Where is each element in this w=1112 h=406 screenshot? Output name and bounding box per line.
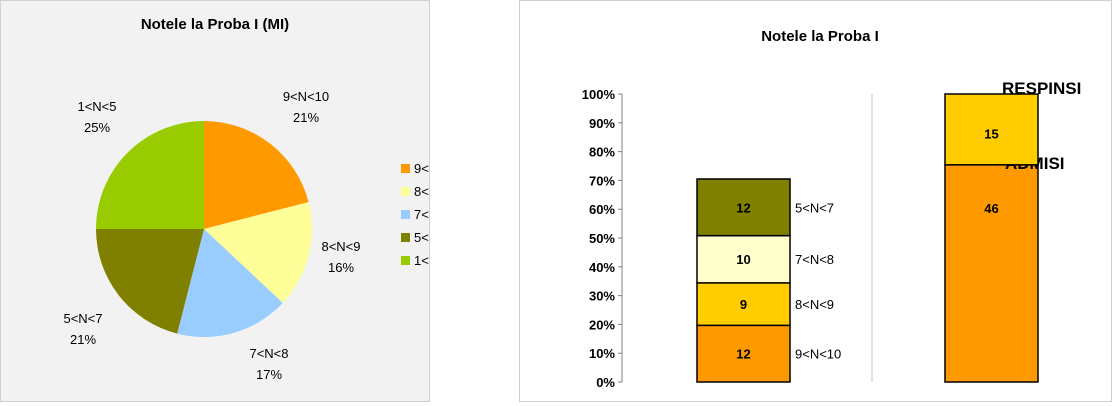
pie-slice-1-n-5 xyxy=(96,121,204,229)
bar-segment-label: 9<N<10 xyxy=(795,347,841,362)
pie-slice-5-n-7 xyxy=(96,229,204,334)
pie-slice-label: 7<N<8 xyxy=(249,346,288,361)
pie-chart-panel: Notele la Proba I (MI) 9<N<10 21% 8<N<9 16%… xyxy=(0,0,460,402)
pie-slice-label: 5<N<7 xyxy=(63,311,102,326)
legend-label-9-n-10: 9<N<10 xyxy=(414,161,429,176)
bar-segment-9-n-10 xyxy=(696,324,791,383)
y-tick-label: 40% xyxy=(589,260,615,275)
bar-segment-7-n-8 xyxy=(696,234,791,284)
bar-segment-value: 46 xyxy=(984,201,998,216)
bar-segment-value: 9 xyxy=(740,297,747,312)
stacked-bar-chart: Notele la Proba I 0% 10% 20% 30% 40% 50% 60% 70… xyxy=(582,28,1082,390)
y-tick-label: 50% xyxy=(589,231,615,246)
legend-label-1-n-5: 1<N<5 xyxy=(414,253,429,268)
bar-segment-8-n-9 xyxy=(696,282,791,327)
pie-slice-percent: 17% xyxy=(256,367,282,382)
pie-slice-9-n-10 xyxy=(204,121,309,229)
bar-segment-label: RESPINSI xyxy=(1002,79,1081,98)
pie-slice-percent: 25% xyxy=(84,120,110,135)
bar-segment-label: 8<N<9 xyxy=(795,297,834,312)
bar-segment-admisi xyxy=(944,164,1039,383)
legend-swatch-7-n-8 xyxy=(401,210,410,219)
legend-swatch-1-n-5 xyxy=(401,256,410,265)
bar-segment-value: 12 xyxy=(736,347,750,362)
y-tick-label: 80% xyxy=(589,145,615,160)
legend-swatch-5-n-7 xyxy=(401,233,410,242)
bar-segment-value: 15 xyxy=(984,126,998,141)
pie-chart: Notele la Proba I (MI) 9<N<10 21% 8<N<9 16%… xyxy=(63,16,460,382)
legend-swatch-8-n-9 xyxy=(401,187,410,196)
bar-segment-value: 12 xyxy=(736,200,750,215)
y-tick-label: 100% xyxy=(582,87,616,102)
pie-slice-label: 1<N<5 xyxy=(77,99,116,114)
y-tick-label: 20% xyxy=(589,317,615,332)
bar-segment-label: 7<N<8 xyxy=(795,252,834,267)
pie-slice-label: 8<N<9 xyxy=(321,239,360,254)
pie-slice-7-n-8 xyxy=(177,229,283,337)
legend-label-7-n-8: 7<N<8 xyxy=(414,207,429,222)
bar-segment-respinsi xyxy=(944,93,1039,166)
bar-segment-5-n-7 xyxy=(696,178,791,237)
pie-slice-8-n-9 xyxy=(204,202,312,303)
y-tick-label: 70% xyxy=(589,173,615,188)
pie-slice-percent: 16% xyxy=(328,260,354,275)
y-tick-label: 0% xyxy=(596,375,615,390)
y-tick-label: 10% xyxy=(589,346,615,361)
y-tick-label: 30% xyxy=(589,289,615,304)
pie-slice-percent: 21% xyxy=(70,332,96,347)
bar-chart-panel: Notele la Proba I 0% 10% 20% 30% 40% 50% 60% 70… xyxy=(519,0,1112,402)
bar-segment-label: 5<N<7 xyxy=(795,200,834,215)
bar-segment-value: 10 xyxy=(736,252,750,267)
y-tick-label: 60% xyxy=(589,202,615,217)
legend-label-8-n-9: 8<N<9 xyxy=(414,184,429,199)
pie-slice-percent: 21% xyxy=(293,110,319,125)
legend-label-5-n-7: 5<N<7 xyxy=(414,230,429,245)
pie-slice-label: 9<N<10 xyxy=(283,89,329,104)
pie-chart-title: Notele la Proba I (MI) xyxy=(141,16,289,33)
bar-chart-title: Notele la Proba I xyxy=(761,28,879,45)
legend-swatch-9-n-10 xyxy=(401,164,410,173)
y-tick-label: 90% xyxy=(589,116,615,131)
